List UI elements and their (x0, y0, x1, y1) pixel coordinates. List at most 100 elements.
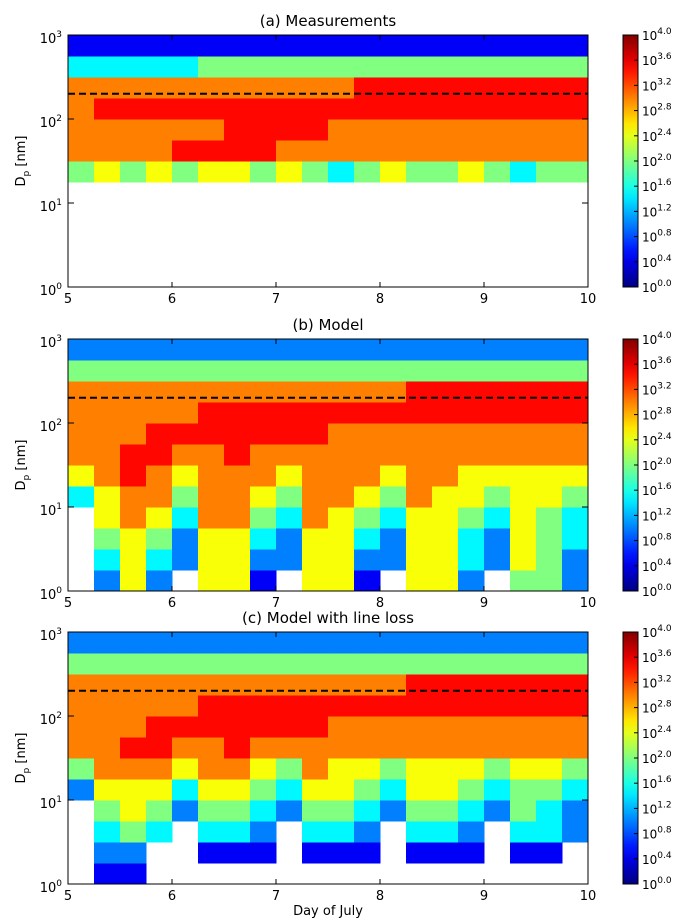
heatmap-cell (328, 381, 355, 403)
colorbar-tick-label-base: 10 (642, 79, 657, 93)
y-tick-label: 102 (40, 418, 62, 435)
heatmap-cell (458, 695, 485, 717)
heatmap-cell (172, 800, 199, 822)
heatmap-cell (68, 444, 95, 466)
heatmap-cell (562, 570, 589, 592)
heatmap-cell (562, 821, 589, 843)
heatmap-cell (172, 140, 199, 162)
x-tick-label: 6 (168, 889, 176, 904)
heatmap-cell (146, 161, 173, 183)
heatmap-cell (562, 737, 589, 759)
colorbar-tick-label-exp: 1.6 (657, 178, 672, 188)
heatmap-cell (406, 381, 433, 403)
colorbar-tick-label: 102.4 (642, 432, 672, 448)
heatmap-cell (536, 674, 563, 696)
heatmap-cell (198, 402, 225, 424)
heatmap-cell (120, 140, 147, 162)
heatmap-cell (302, 528, 329, 550)
y-tick-label: 100 (40, 282, 63, 299)
heatmap-cell (510, 140, 537, 162)
heatmap-cell (120, 716, 147, 738)
y-label-sub: p (22, 474, 32, 480)
heatmap-cell (224, 360, 251, 382)
heatmap-cell (302, 56, 329, 78)
heatmap-cell (510, 465, 537, 487)
heatmap-cell (484, 402, 511, 424)
colorbar-tick-label-base: 10 (642, 651, 657, 665)
heatmap-cell (172, 161, 199, 183)
heatmap-cell (198, 444, 225, 466)
heatmap-cell (458, 423, 485, 445)
y-tick-label-exp: 2 (56, 114, 62, 124)
x-tick-label: 6 (168, 596, 176, 611)
heatmap-cell (536, 486, 563, 508)
heatmap-cell (120, 77, 147, 99)
heatmap-cell (354, 821, 381, 843)
heatmap-cell (510, 77, 537, 99)
heatmap-cell (224, 140, 251, 162)
heatmap-cell (432, 381, 459, 403)
heatmap-cell (172, 507, 199, 529)
heatmap-cell (536, 465, 563, 487)
colorbar-tick-label: 102.4 (642, 128, 672, 144)
y-axis-label: Dp [nm] (14, 733, 32, 784)
heatmap-cell (146, 140, 173, 162)
heatmap-cell (328, 758, 355, 780)
heatmap-cell (536, 423, 563, 445)
heatmap-cell (354, 528, 381, 550)
heatmap-cell (536, 35, 563, 57)
heatmap-cell (380, 360, 407, 382)
heatmap-cell (276, 339, 303, 361)
heatmap-cell (328, 360, 355, 382)
x-tick-label: 7 (272, 889, 280, 904)
heatmap-cell (510, 800, 537, 822)
heatmap-cell (562, 402, 589, 424)
heatmap-cell (432, 821, 459, 843)
colorbar-tick-label-exp: 0.4 (657, 254, 672, 264)
colorbar-tick-label-base: 10 (642, 752, 657, 766)
heatmap-cell (146, 56, 173, 78)
heatmap-cell (510, 632, 537, 654)
heatmap-cell (458, 77, 485, 99)
heatmap-cell (406, 779, 433, 801)
heatmap-cell (354, 632, 381, 654)
colorbar-tick-label-base: 10 (642, 878, 657, 892)
heatmap-cell (302, 77, 329, 99)
heatmap-cell (146, 98, 173, 120)
colorbar-tick-label-exp: 2.4 (657, 128, 672, 138)
heatmap-cell (224, 674, 251, 696)
heatmap-cell (354, 465, 381, 487)
heatmap-cell (562, 674, 589, 696)
y-tick-label: 102 (40, 711, 62, 728)
colorbar-tick-label-base: 10 (642, 130, 657, 144)
heatmap-cell (120, 758, 147, 780)
heatmap-cell (276, 632, 303, 654)
heatmap-cell (172, 486, 199, 508)
heatmap-cell (510, 716, 537, 738)
heatmap-cell (562, 35, 589, 57)
colorbar-tick-label-base: 10 (642, 180, 657, 194)
colorbar-tick-label-exp: 0.0 (657, 583, 672, 593)
heatmap-cell (432, 98, 459, 120)
heatmap-cell (120, 737, 147, 759)
heatmap-cell (328, 119, 355, 141)
heatmap-cell (328, 56, 355, 78)
y-tick-label: 103 (40, 334, 62, 351)
heatmap-cell (250, 737, 277, 759)
heatmap-cell (276, 161, 303, 183)
heatmap-cell (328, 486, 355, 508)
heatmap-cell (276, 119, 303, 141)
colorbar-tick-label: 100.0 (642, 583, 672, 599)
heatmap-cell (328, 140, 355, 162)
heatmap-cell (146, 695, 173, 717)
heatmap-cell (510, 360, 537, 382)
heatmap-cell (510, 842, 537, 864)
heatmap-cell (302, 339, 329, 361)
heatmap-cell (94, 98, 121, 120)
colorbar-tick-label-exp: 2.0 (657, 750, 672, 760)
heatmap-cell (562, 716, 589, 738)
heatmap-cell (354, 737, 381, 759)
colorbar-tick-label-base: 10 (642, 853, 657, 867)
heatmap-cell (172, 779, 199, 801)
heatmap-cell (302, 653, 329, 675)
